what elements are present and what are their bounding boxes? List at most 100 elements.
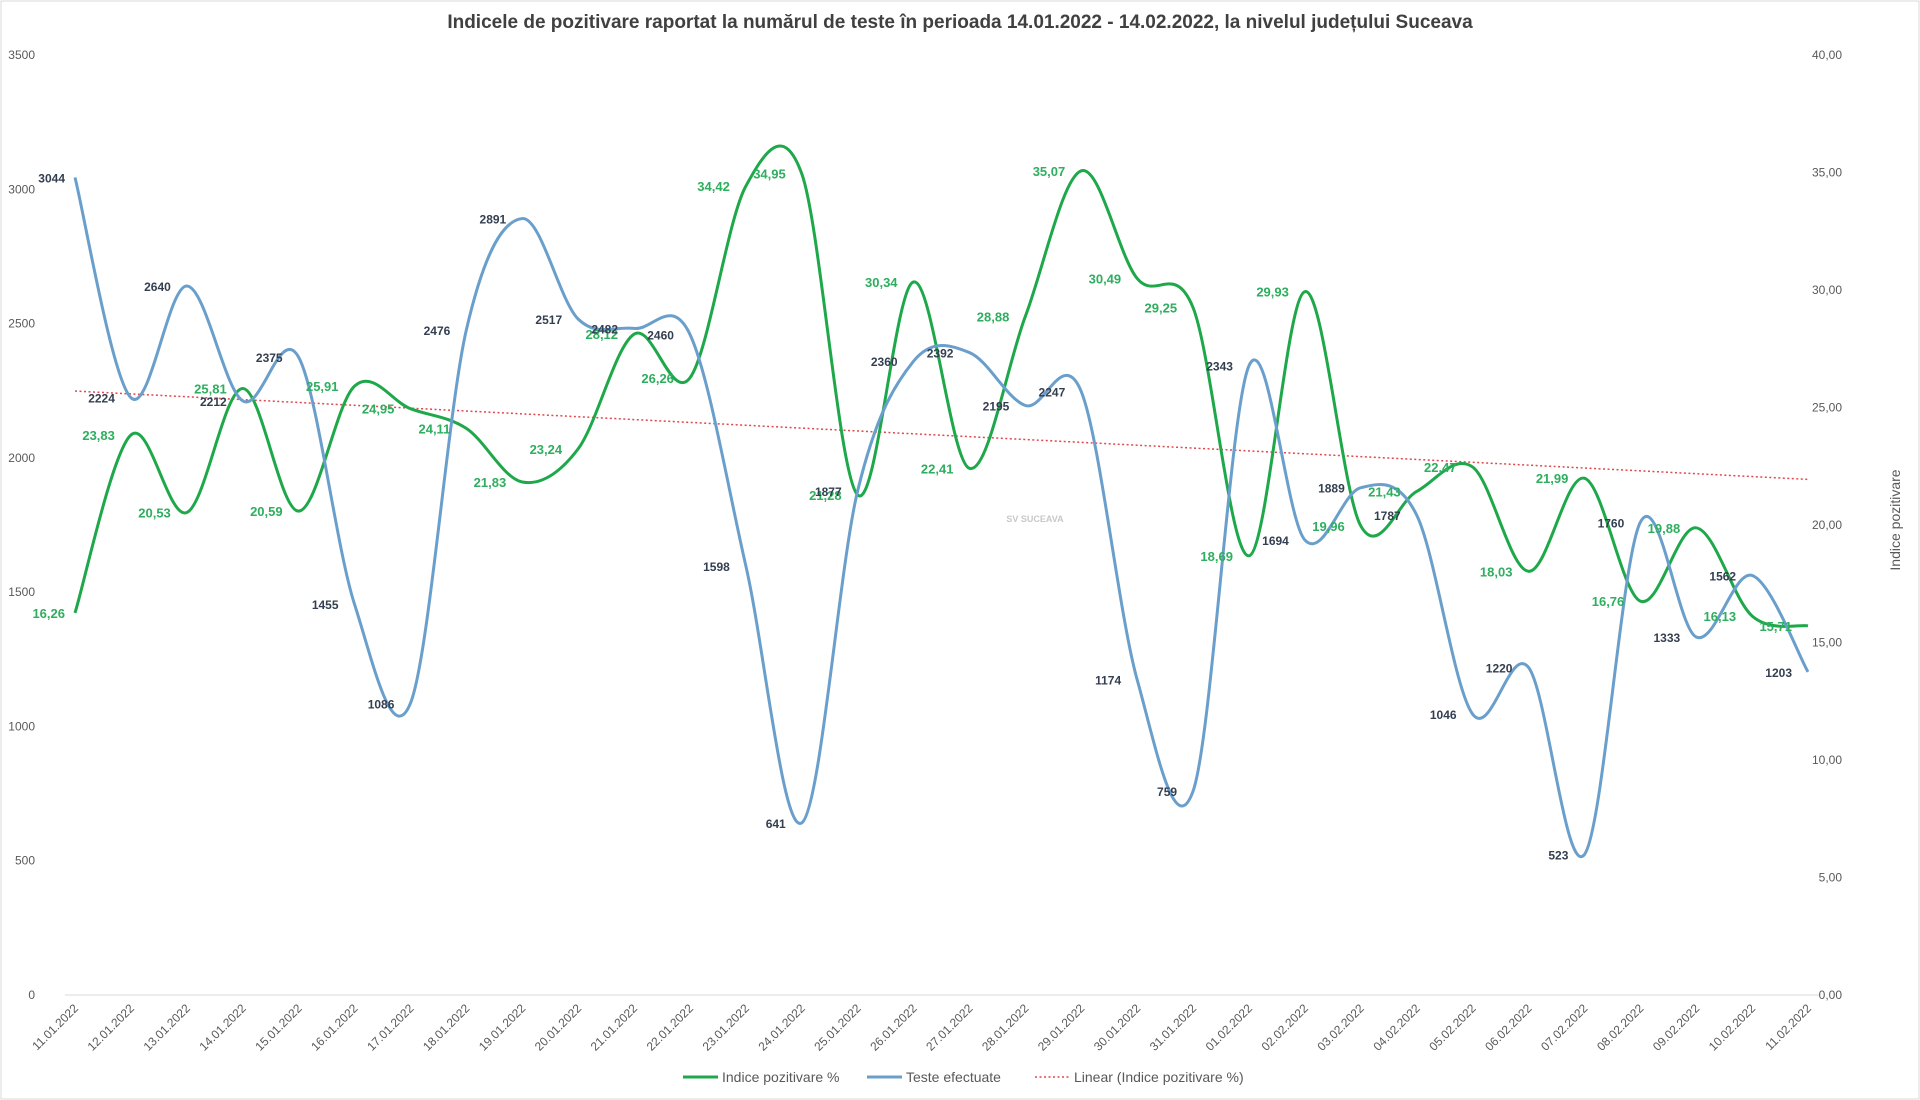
data-label-indice: 34,95 [753,167,786,182]
data-label-teste: 2195 [983,399,1010,413]
data-label-teste: 2375 [256,351,283,365]
y-left-tick: 1000 [8,719,35,733]
y-right-tick: 25,00 [1812,401,1842,415]
data-label-indice: 25,81 [194,381,227,396]
data-label-indice: 18,69 [1200,549,1233,564]
data-label-teste: 1877 [815,485,842,499]
legend-label: Linear (Indice pozitivare %) [1074,1069,1244,1085]
data-label-indice: 23,83 [82,428,115,443]
data-label-indice: 23,24 [530,442,563,457]
y-left-tick: 2500 [8,317,35,331]
data-label-teste: 1174 [1095,674,1121,688]
x-tick-label: 22.01.2022 [644,1001,697,1054]
y-left-tick: 3000 [8,182,35,196]
x-tick-label: 03.02.2022 [1315,1001,1368,1054]
chart-title: Indicele de pozitivare raportat la număr… [447,12,1473,33]
data-label-indice: 24,95 [362,402,395,417]
data-label-teste: 1220 [1486,661,1513,675]
y-right-tick: 30,00 [1812,283,1842,297]
data-label-indice: 22,41 [921,461,954,476]
data-label-indice: 25,91 [306,379,339,394]
x-tick-label: 23.01.2022 [700,1001,753,1054]
x-tick-label: 06.02.2022 [1482,1001,1535,1054]
x-tick-label: 18.01.2022 [420,1001,473,1054]
data-label-teste: 2247 [1039,386,1066,400]
data-label-indice: 28,12 [585,327,618,342]
data-label-indice: 21,99 [1536,471,1569,486]
series-line-indice-pozitivare [73,144,1809,628]
y-right-tick: 35,00 [1812,166,1842,180]
data-label-indice: 26,26 [641,371,674,386]
data-label-teste: 1562 [1709,569,1736,583]
data-label-teste: 523 [1548,849,1568,863]
x-tick-label: 09.02.2022 [1650,1001,1703,1054]
data-label-teste: 641 [766,817,786,831]
data-label-teste: 2392 [927,347,954,361]
x-tick-label: 17.01.2022 [364,1001,417,1054]
data-label-teste: 3044 [38,171,65,185]
y-right-tick: 15,00 [1812,636,1842,650]
data-label-indice: 21,43 [1368,484,1401,499]
data-label-teste: 2360 [871,355,898,369]
x-tick-label: 19.01.2022 [476,1001,529,1054]
x-tick-label: 02.02.2022 [1259,1001,1312,1054]
data-label-indice: 21,28 [809,488,842,503]
x-tick-label: 04.02.2022 [1370,1001,1423,1054]
legend-label: Indice pozitivare % [722,1069,840,1085]
data-label-indice: 16,76 [1592,594,1625,609]
y-right-tick: 40,00 [1812,48,1842,62]
data-label-indice: 16,13 [1704,609,1737,624]
series-line-teste-efectuate [73,177,1810,859]
x-tick-label: 12.01.2022 [85,1001,138,1054]
data-label-indice: 24,11 [418,421,450,436]
data-label-teste: 2224 [88,392,115,406]
x-tick-label: 20.01.2022 [532,1001,585,1054]
y-right-tick: 20,00 [1812,518,1842,532]
x-tick-label: 29.01.2022 [1035,1001,1088,1054]
x-tick-label: 26.01.2022 [867,1001,920,1054]
data-label-indice: 29,25 [1145,301,1178,316]
data-label-teste: 1333 [1653,631,1680,645]
y-left-tick: 0 [28,988,35,1002]
x-tick-label: 13.01.2022 [141,1001,194,1054]
y-left-tick: 2000 [8,451,35,465]
data-label-indice: 20,59 [250,504,283,519]
y-right-tick: 10,00 [1812,753,1842,767]
data-label-indice: 21,83 [474,475,507,490]
data-label-teste: 2460 [647,328,674,342]
data-label-indice: 34,42 [697,179,730,194]
x-tick-label: 16.01.2022 [308,1001,361,1054]
x-tick-label: 07.02.2022 [1538,1001,1591,1054]
data-label-teste: 1760 [1598,516,1625,530]
x-tick-label: 14.01.2022 [196,1001,249,1054]
data-label-teste: 1598 [703,560,730,574]
data-label-teste: 2517 [535,313,562,327]
x-tick-label: 08.02.2022 [1594,1001,1647,1054]
data-label-teste: 2343 [1206,360,1233,374]
data-label-teste: 759 [1157,785,1177,799]
data-label-indice: 19,88 [1648,521,1681,536]
data-label-teste: 2212 [200,395,227,409]
data-label-teste: 1046 [1430,708,1457,722]
y-left-tick: 1500 [8,585,35,599]
data-label-teste: 2476 [424,324,451,338]
x-tick-label: 28.01.2022 [979,1001,1032,1054]
data-label-teste: 2482 [591,322,618,336]
data-label-teste: 1086 [368,697,395,711]
data-label-indice: 29,93 [1256,285,1289,300]
x-tick-label: 11.01.2022 [29,1001,81,1053]
data-label-indice: 30,49 [1089,271,1122,286]
x-tick-label: 05.02.2022 [1426,1001,1479,1054]
x-tick-label: 30.01.2022 [1091,1001,1144,1054]
x-tick-label: 01.02.2022 [1203,1001,1256,1054]
data-label-teste: 2891 [480,213,507,227]
data-label-indice: 35,07 [1033,164,1066,179]
x-tick-label: 24.01.2022 [755,1001,808,1054]
x-tick-label: 11.02.2022 [1762,1001,1814,1053]
y-right-tick: 0,00 [1819,988,1843,1002]
data-label-indice: 20,53 [138,506,171,521]
y-left-tick: 3500 [8,48,35,62]
x-tick-label: 31.01.2022 [1147,1001,1200,1054]
x-tick-label: 15.01.2022 [252,1001,305,1054]
